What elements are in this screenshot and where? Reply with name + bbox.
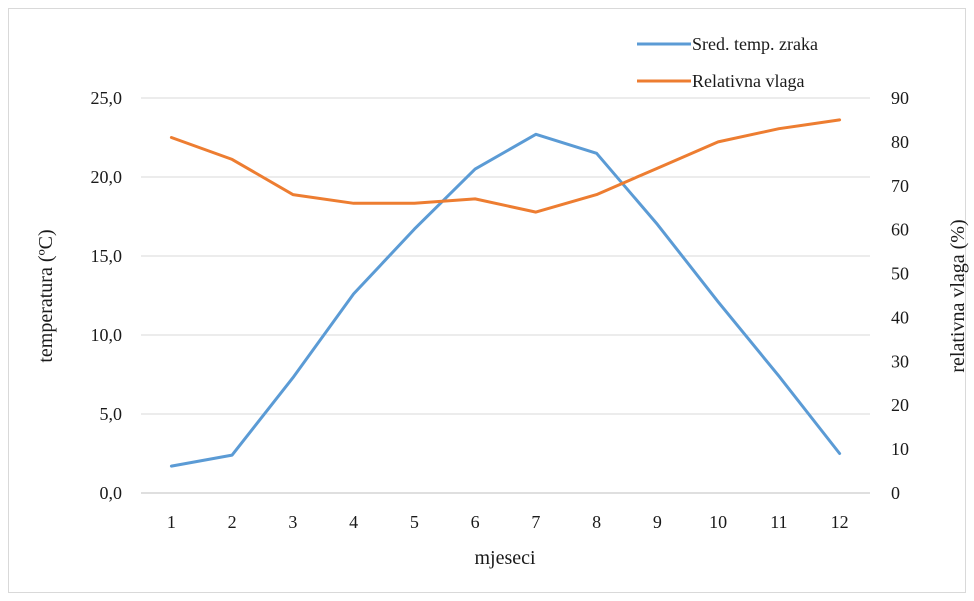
x-tick-label: 10: [709, 512, 727, 532]
right-tick-label: 20: [891, 395, 909, 415]
left-tick-label: 15,0: [91, 246, 123, 266]
x-tick-label: 3: [288, 512, 297, 532]
right-tick-label: 70: [891, 176, 909, 196]
left-tick-label: 20,0: [91, 167, 123, 187]
x-tick-label: 4: [349, 512, 358, 532]
left-tick-label: 5,0: [100, 404, 123, 424]
legend: Sred. temp. zraka Relativna vlaga: [637, 34, 818, 91]
chart-frame: [8, 8, 966, 593]
right-tick-label: 50: [891, 264, 909, 284]
series-line-temperature: [169, 132, 842, 468]
x-axis-ticks: 1 2 3 4 5 6 7 8 9 10 11 12: [167, 512, 849, 532]
right-tick-label: 90: [891, 88, 909, 108]
right-tick-label: 10: [891, 439, 909, 459]
x-tick-label: 9: [653, 512, 662, 532]
x-tick-label: 6: [471, 512, 480, 532]
x-tick-label: 11: [770, 512, 787, 532]
x-tick-label: 1: [167, 512, 176, 532]
right-tick-label: 0: [891, 483, 900, 503]
x-tick-label: 7: [531, 512, 540, 532]
right-tick-label: 80: [891, 132, 909, 152]
x-tick-label: 5: [410, 512, 419, 532]
left-tick-label: 25,0: [91, 88, 123, 108]
x-tick-label: 2: [228, 512, 237, 532]
left-tick-label: 10,0: [91, 325, 123, 345]
left-axis-title: temperatura (ºC): [35, 229, 57, 362]
legend-label-temperature: Sred. temp. zraka: [692, 34, 818, 54]
series-layer: [169, 118, 842, 468]
right-tick-label: 40: [891, 307, 909, 327]
right-axis-title: relativna vlaga (%): [947, 219, 969, 372]
x-tick-label: 12: [831, 512, 849, 532]
left-tick-label: 0,0: [100, 483, 123, 503]
legend-label-humidity: Relativna vlaga: [692, 71, 804, 91]
right-tick-label: 30: [891, 351, 909, 371]
x-axis-title: mjeseci: [474, 547, 536, 569]
x-tick-label: 8: [592, 512, 601, 532]
series-line-humidity: [169, 118, 842, 214]
right-tick-label: 60: [891, 220, 909, 240]
right-axis-ticks: 0 10 20 30 40 50 60 70 80 90: [891, 88, 909, 503]
left-axis-ticks: 0,0 5,0 10,0 15,0 20,0 25,0: [91, 88, 123, 503]
